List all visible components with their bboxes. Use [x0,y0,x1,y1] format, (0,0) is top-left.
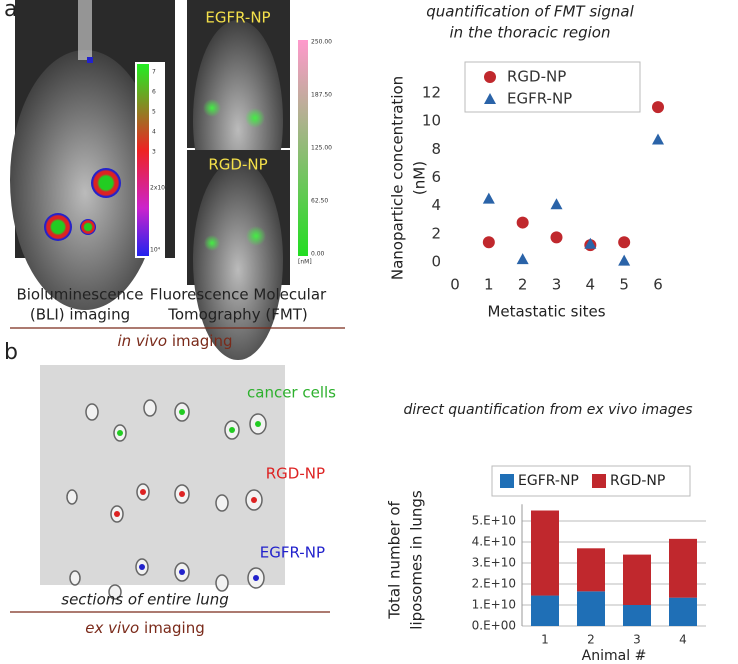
imaging-mode: ex vivo [85,619,139,637]
colorbar-label: 4 [152,129,156,136]
point [516,216,529,229]
colorbar-label: 7 [152,69,156,76]
bli-image [10,0,175,310]
point [482,192,495,204]
caption: Bioluminescence [16,286,143,304]
caption: sections of entire lung [61,591,228,609]
colorbar-label: 2x10⁴ [150,185,168,192]
bar [577,548,605,592]
x-tick-label: 2 [587,633,595,647]
caption: Fluorescence Molecular [150,286,327,304]
colorbar-label: 187.50 [311,92,332,99]
point [652,133,664,145]
x-tick-label: 3 [633,633,641,647]
panel-label: b [4,340,18,365]
colorbar-label: 10⁴ [150,247,161,254]
legend-label: EGFR-NP [507,90,572,108]
y-tick-label: 2 [431,224,441,242]
legend-marker [484,93,496,104]
x-axis-label: Metastatic sites [487,303,605,321]
chart-title: quantification of FMT signal [426,3,634,21]
imaging-label: in vivo imaging [117,332,232,350]
imaging-word: imaging [172,332,233,350]
legend-marker [500,474,514,488]
caption: (BLI) imaging [30,306,130,324]
point [516,253,529,265]
panel-label: a [4,0,17,22]
image-label: EGFR-NP [260,544,325,562]
y-tick-label: 4.E+10 [472,535,516,549]
y-axis-label: Nanoparticle concentration [389,76,407,280]
x-tick-label: 0 [450,276,460,294]
x-tick-label: 4 [586,276,596,294]
point [550,198,563,210]
legend-label: RGD-NP [610,473,665,489]
y-tick-label: 8 [431,140,441,158]
x-tick-label: 3 [552,276,562,294]
imaging-mode: in vivo [117,332,167,350]
y-tick-label: 4 [431,196,441,214]
x-tick-label: 6 [653,276,663,294]
point [652,101,664,114]
x-tick-label: 1 [484,276,494,294]
y-axis-label: liposomes in lungs [408,490,426,630]
image-label: EGFR-NP [205,9,270,27]
caption: Tomography (FMT) [167,306,308,324]
colorbar-label: 5 [152,109,156,116]
colorbar-label: 125.00 [311,145,332,152]
colorbar-label: 6 [152,89,156,96]
y-tick-label: 10 [422,112,441,130]
bar [669,538,697,598]
chart-title: in the thoracic region [450,24,611,42]
colorbar-label: 3 [152,149,156,156]
bar [531,510,559,596]
image-label: RGD-NP [208,156,267,174]
legend-box [491,465,691,497]
bar [623,605,651,626]
legend-marker [484,71,496,83]
legend-label: EGFR-NP [518,473,579,489]
colorbar-label: 250.00 [311,39,332,46]
legend-marker [592,474,606,488]
point [550,231,563,244]
chart-title: direct quantification from ex vivo image… [403,402,692,418]
x-tick-label: 4 [679,633,687,647]
imaging-label: ex vivo imaging [85,619,204,637]
bar [531,595,559,626]
point [482,236,495,249]
section-image [40,365,285,600]
bar [623,554,651,605]
point [618,254,631,266]
image-label: cancer cells [247,384,336,402]
colorbar-label: 62.50 [311,198,328,205]
imaging-word: imaging [144,619,205,637]
y-tick-label: 2.E+10 [472,577,516,591]
bar [669,597,697,626]
point [618,236,631,249]
colorbar-label: [nM] [298,259,312,266]
y-tick-label: 12 [422,84,441,102]
y-tick-label: 6 [431,168,441,186]
y-tick-label: 1.E+10 [472,598,516,612]
colorbar-label: 0.00 [311,251,325,258]
y-tick-label: 0 [431,253,441,271]
x-tick-label: 2 [518,276,528,294]
image-label: RGD-NP [266,465,325,483]
y-tick-label: 3.E+10 [472,556,516,570]
y-tick-label: 0.E+00 [472,619,516,633]
bar [577,591,605,626]
x-tick-label: 1 [541,633,549,647]
x-tick-label: 5 [619,276,629,294]
point [584,237,597,249]
y-axis-label: (nM) [411,161,429,195]
fmt-images [187,0,308,360]
legend-label: RGD-NP [507,68,566,86]
x-axis-label: Animal # [582,648,647,664]
y-tick-label: 5.E+10 [472,514,516,528]
y-axis-label: Total number of [386,501,404,620]
